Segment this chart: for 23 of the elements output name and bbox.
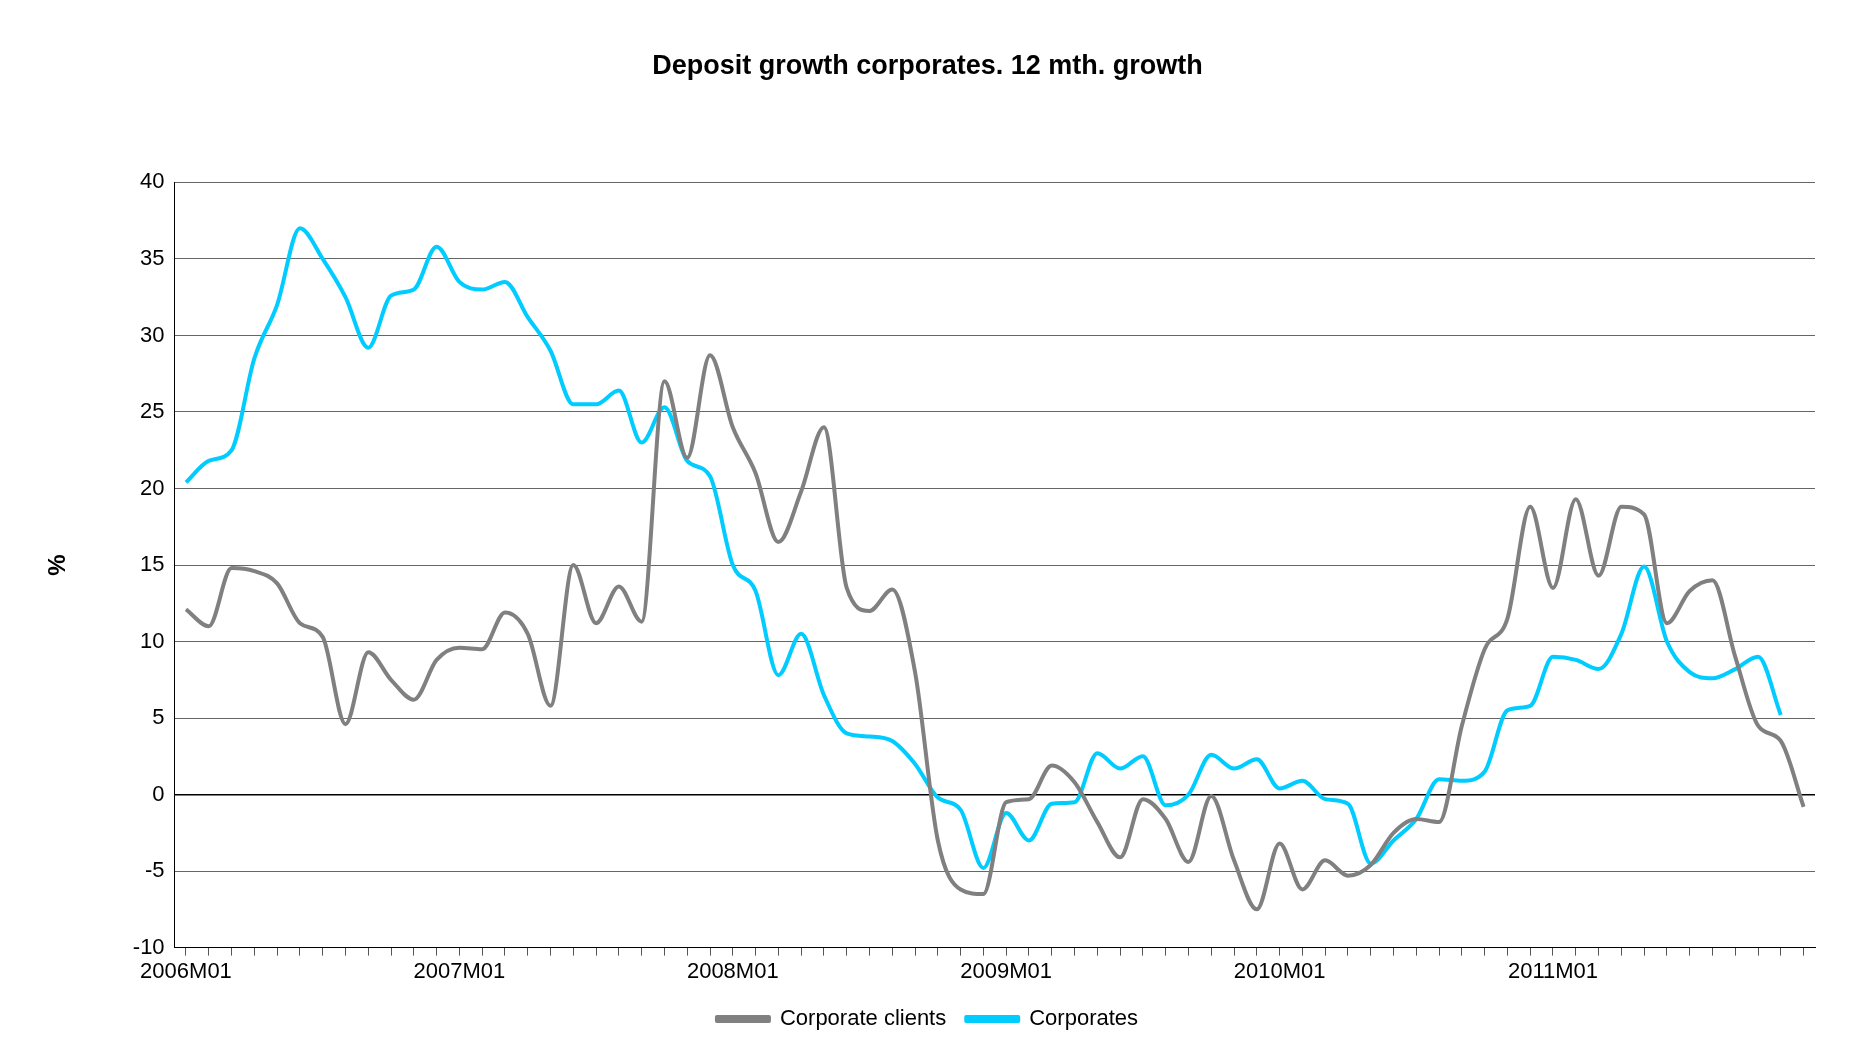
y-tick-label: 15 xyxy=(140,551,165,577)
y-tick-label: 20 xyxy=(140,474,165,500)
x-tick-label: 2007M01 xyxy=(413,957,506,983)
x-tick-label: 2009M01 xyxy=(960,957,1053,983)
legend-label: Corporate clients xyxy=(779,1005,947,1031)
y-axis-title: % xyxy=(43,554,71,576)
y-tick-label: 0 xyxy=(152,780,165,806)
x-tick-label: 2010M01 xyxy=(1233,957,1326,983)
line-series xyxy=(183,353,1806,912)
y-tick-label: 25 xyxy=(140,398,165,424)
x-tick-label: 2011M01 xyxy=(1507,957,1599,983)
y-tick-label: 40 xyxy=(140,168,165,194)
y-tick-label: -10 xyxy=(132,933,165,959)
y-tick-label: -5 xyxy=(145,857,165,883)
chart-title: Deposit growth corporates. 12 mth. growth xyxy=(652,49,1203,80)
y-tick-label: 5 xyxy=(152,704,165,730)
x-tick-label: 2006M01 xyxy=(140,957,232,983)
y-tick-label: 35 xyxy=(140,244,165,270)
y-tick-label: 10 xyxy=(140,627,165,653)
line-series xyxy=(183,226,1783,871)
legend-label: Corporates xyxy=(1029,1005,1139,1031)
y-tick-label: 30 xyxy=(140,321,165,347)
x-tick-label: 2008M01 xyxy=(686,957,779,983)
